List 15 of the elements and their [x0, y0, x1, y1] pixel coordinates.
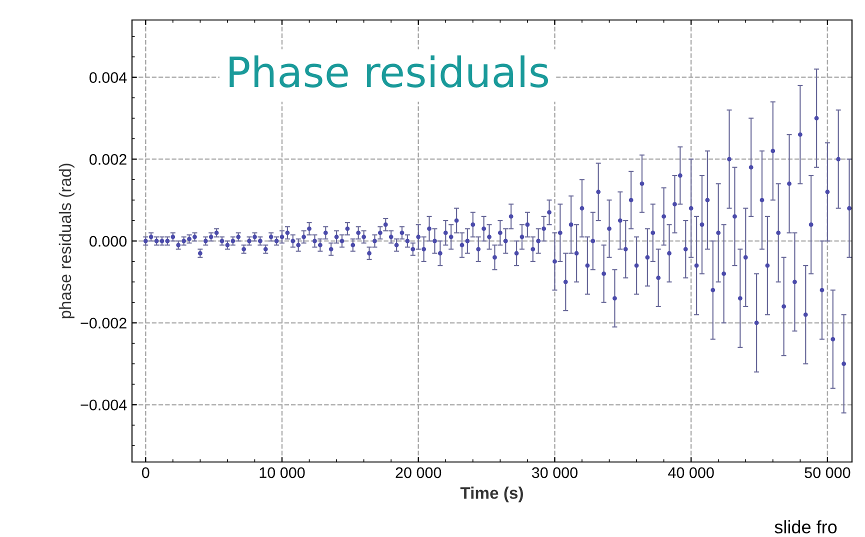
- y-tick-label: 0.002: [90, 154, 126, 165]
- x-tick-label: 30 000: [532, 467, 578, 478]
- y-axis-title: phase residuals (rad): [58, 164, 74, 318]
- x-tick-label: 0: [142, 467, 150, 478]
- y-tick-label: 0.004: [90, 72, 127, 83]
- x-tick-label: 20 000: [396, 467, 442, 478]
- y-tick-label: 0.000: [90, 236, 127, 247]
- text: Phase residuals: [230, 55, 548, 88]
- x-tick-label: 50 000: [804, 467, 850, 478]
- x-tick-label: 40 000: [668, 467, 714, 478]
- x-tick-label: 10 000: [260, 467, 305, 478]
- y-tick-label: −0.002: [80, 318, 126, 329]
- y-tick-label: −0.004: [80, 400, 127, 410]
- text: slide fro: [774, 520, 837, 534]
- x-axis-title: Time (s): [460, 486, 523, 502]
